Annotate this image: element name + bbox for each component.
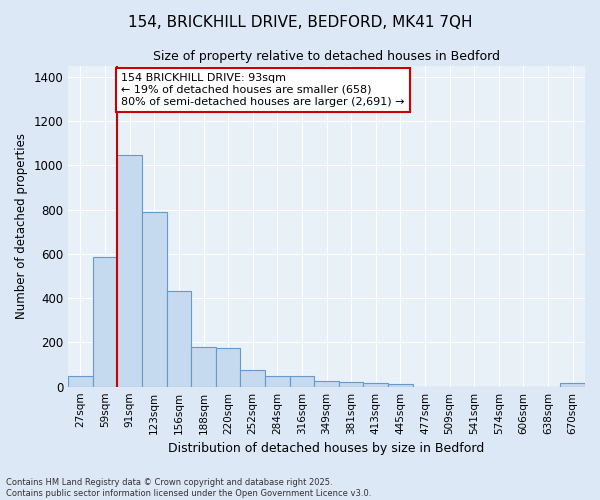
Bar: [93, 257, 118, 386]
Bar: [560, 384, 585, 386]
X-axis label: Distribution of detached houses by size in Bedford: Distribution of detached houses by size …: [169, 442, 485, 455]
Bar: [167, 292, 191, 386]
Bar: [265, 376, 290, 386]
Text: 154 BRICKHILL DRIVE: 93sqm
← 19% of detached houses are smaller (658)
80% of sem: 154 BRICKHILL DRIVE: 93sqm ← 19% of deta…: [121, 74, 404, 106]
Bar: [118, 155, 142, 386]
Bar: [388, 384, 413, 386]
Text: 154, BRICKHILL DRIVE, BEDFORD, MK41 7QH: 154, BRICKHILL DRIVE, BEDFORD, MK41 7QH: [128, 15, 472, 30]
Bar: [191, 347, 216, 387]
Title: Size of property relative to detached houses in Bedford: Size of property relative to detached ho…: [153, 50, 500, 63]
Bar: [142, 212, 167, 386]
Bar: [339, 382, 364, 386]
Bar: [364, 384, 388, 386]
Bar: [290, 376, 314, 386]
Bar: [314, 381, 339, 386]
Bar: [68, 376, 93, 386]
Text: Contains HM Land Registry data © Crown copyright and database right 2025.
Contai: Contains HM Land Registry data © Crown c…: [6, 478, 371, 498]
Y-axis label: Number of detached properties: Number of detached properties: [15, 133, 28, 319]
Bar: [216, 348, 241, 387]
Bar: [241, 370, 265, 386]
